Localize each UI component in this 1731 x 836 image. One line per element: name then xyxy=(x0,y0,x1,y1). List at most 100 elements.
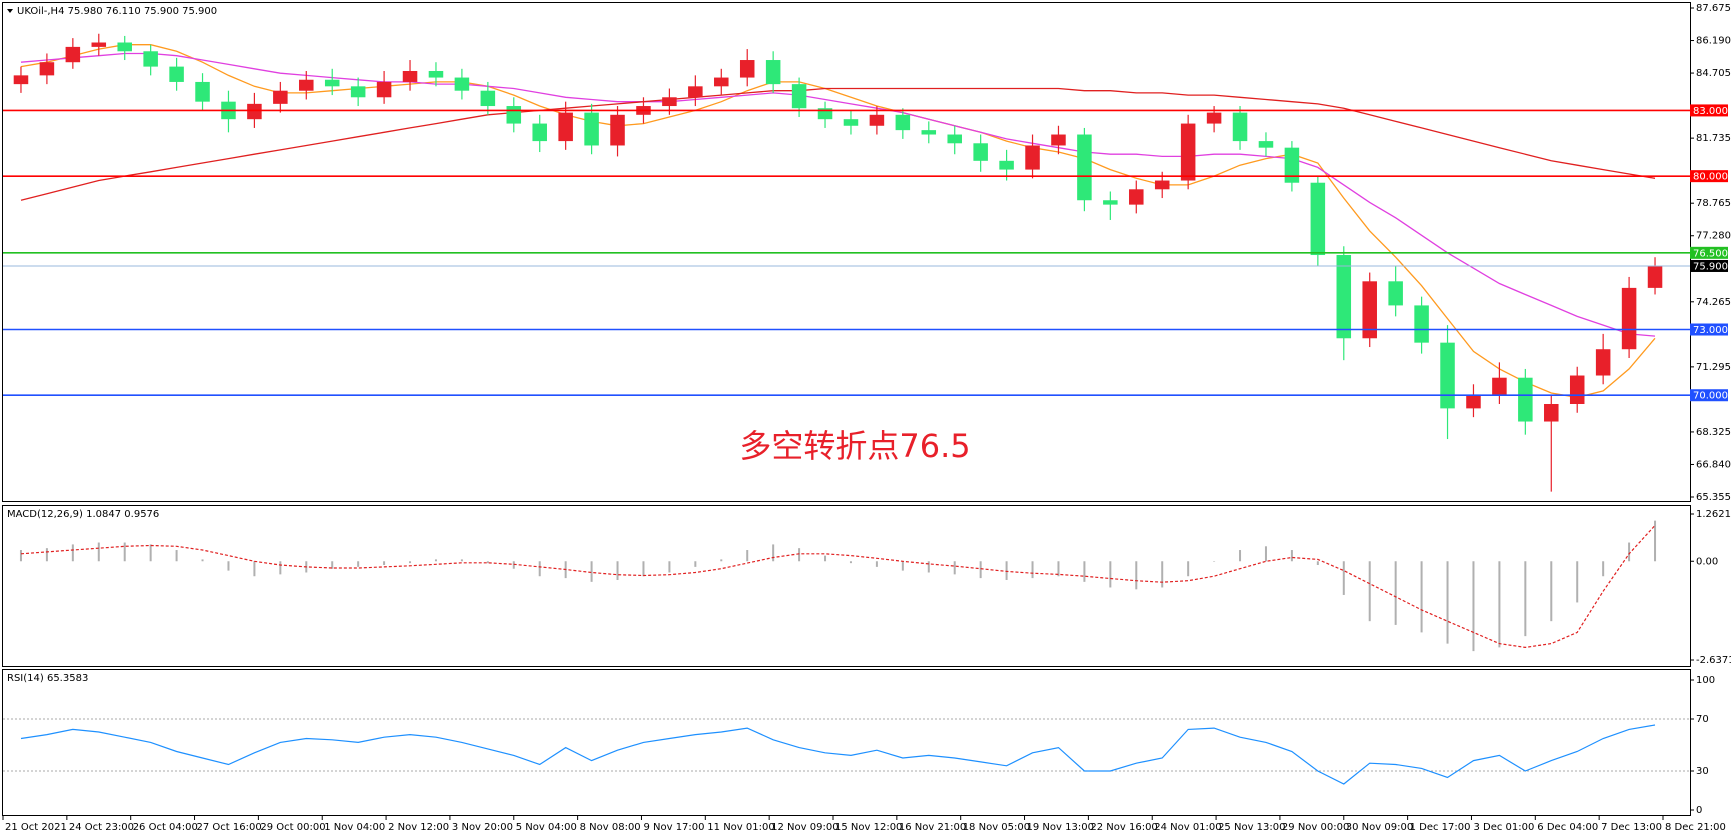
x-tick-label: 24 Oct 23:00 xyxy=(69,822,134,833)
price-level-label: 75.900 xyxy=(1693,261,1728,272)
macd-title: MACD(12,26,9) 1.0847 0.9576 xyxy=(7,509,159,520)
candle-body xyxy=(817,108,833,120)
x-tick-label: 21 Oct 2021 xyxy=(5,822,67,833)
x-tick-label: 3 Dec 01:00 xyxy=(1473,822,1534,833)
price-level-label: 83.000 xyxy=(1693,106,1728,117)
candle-body xyxy=(739,60,755,78)
macd-bar xyxy=(538,561,541,577)
candle-body xyxy=(869,114,885,126)
macd-bar xyxy=(642,561,645,577)
price-level-box xyxy=(1690,389,1728,402)
candle-body xyxy=(843,119,859,126)
candle-body xyxy=(1103,200,1118,205)
y-tick-label: 30 xyxy=(1696,766,1709,777)
rsi-title: RSI(14) 65.3583 xyxy=(7,673,88,684)
macd-bar xyxy=(1290,550,1293,562)
candle-body xyxy=(1310,182,1326,256)
macd-panel xyxy=(2,505,1691,667)
y-tick-label: 0 xyxy=(1696,805,1702,816)
candle-body xyxy=(1569,375,1585,404)
candle-body xyxy=(143,51,158,67)
y-tick-label: 100 xyxy=(1696,675,1715,686)
candle-body xyxy=(1595,349,1611,376)
macd-bar xyxy=(1394,561,1397,625)
candle-body xyxy=(273,90,288,104)
x-tick-label: 9 Nov 17:00 xyxy=(643,822,704,833)
x-tick-label: 19 Nov 13:00 xyxy=(1027,822,1094,833)
x-tick-label: 1 Dec 17:00 xyxy=(1410,822,1471,833)
x-tick-label: 29 Oct 00:00 xyxy=(260,822,325,833)
macd-bar xyxy=(590,561,593,582)
candle-body xyxy=(532,123,547,142)
candle-body xyxy=(973,143,988,161)
macd-bar xyxy=(1550,561,1553,622)
moving-average xyxy=(20,52,1656,337)
x-tick-label: 30 Nov 09:00 xyxy=(1346,822,1413,833)
macd-bar xyxy=(253,561,256,577)
x-tick-label: 1 Nov 04:00 xyxy=(324,822,385,833)
price-level-label: 76.500 xyxy=(1693,248,1728,259)
x-tick-label: 3 Nov 20:00 xyxy=(452,822,513,833)
macd-bar xyxy=(71,544,74,562)
macd-bar xyxy=(201,559,204,562)
candle-body xyxy=(454,77,470,91)
candle-body xyxy=(376,81,392,98)
y-tick-label: 1.2621 xyxy=(1696,509,1731,520)
macd-bar xyxy=(720,559,723,562)
macd-bar xyxy=(97,542,100,562)
y-tick-label: -2.6371 xyxy=(1696,655,1731,666)
x-tick-label: 8 Dec 21:00 xyxy=(1665,822,1726,833)
candle-body xyxy=(480,90,496,107)
macd-bar xyxy=(824,555,827,562)
candle-body xyxy=(558,112,573,142)
macd-bar xyxy=(331,561,334,569)
macd-bar xyxy=(175,550,178,562)
candle-body xyxy=(350,86,366,98)
candle-body xyxy=(1206,112,1222,124)
menu-arrow[interactable] xyxy=(7,9,13,13)
x-tick-label: 22 Nov 16:00 xyxy=(1090,822,1157,833)
candle-body xyxy=(1440,342,1455,409)
x-tick-label: 25 Nov 13:00 xyxy=(1218,822,1285,833)
annotation: 多空转折点76.5 xyxy=(739,427,970,465)
candle-body xyxy=(1180,123,1196,181)
candle-body xyxy=(324,79,340,87)
candle-body xyxy=(1129,189,1144,205)
y-tick-label: 81.735 xyxy=(1696,133,1731,144)
y-tick-label: 68.325 xyxy=(1696,427,1731,438)
macd-bar xyxy=(434,559,437,562)
macd-bar xyxy=(1135,561,1138,590)
price-level-label: 73.000 xyxy=(1693,325,1728,336)
candle-body xyxy=(1544,403,1559,422)
price-level-box xyxy=(1690,104,1728,117)
candle-body xyxy=(765,60,781,85)
macd-bar xyxy=(1342,561,1345,595)
price-level-box xyxy=(1690,170,1728,183)
price-level-label: 70.000 xyxy=(1693,391,1728,402)
macd-bar xyxy=(357,561,360,567)
macd-bar xyxy=(123,542,126,562)
candle-body xyxy=(1492,377,1507,396)
macd-bar xyxy=(45,548,48,562)
macd-bar xyxy=(1524,561,1527,637)
macd-bar xyxy=(798,548,801,562)
macd-bar xyxy=(1368,561,1371,622)
candle-body xyxy=(1388,281,1403,306)
candle-body xyxy=(91,42,107,47)
candle-body xyxy=(299,79,314,91)
candle-body xyxy=(1621,287,1637,350)
rsi-panel xyxy=(2,669,1691,816)
candle-body xyxy=(714,77,729,87)
x-tick-label: 26 Oct 04:00 xyxy=(133,822,198,833)
macd-bar xyxy=(227,561,230,571)
candle-body xyxy=(1284,147,1300,183)
macd-bar xyxy=(149,544,152,562)
macd-bar xyxy=(694,561,697,567)
y-tick-label: 70 xyxy=(1696,714,1709,725)
price-title: UKOil-,H4 75.980 76.110 75.900 75.900 xyxy=(17,6,217,17)
macd-bar xyxy=(746,550,749,562)
candle-body xyxy=(13,75,29,85)
x-tick-label: 12 Nov 09:00 xyxy=(771,822,838,833)
x-tick-label: 24 Nov 01:00 xyxy=(1154,822,1221,833)
